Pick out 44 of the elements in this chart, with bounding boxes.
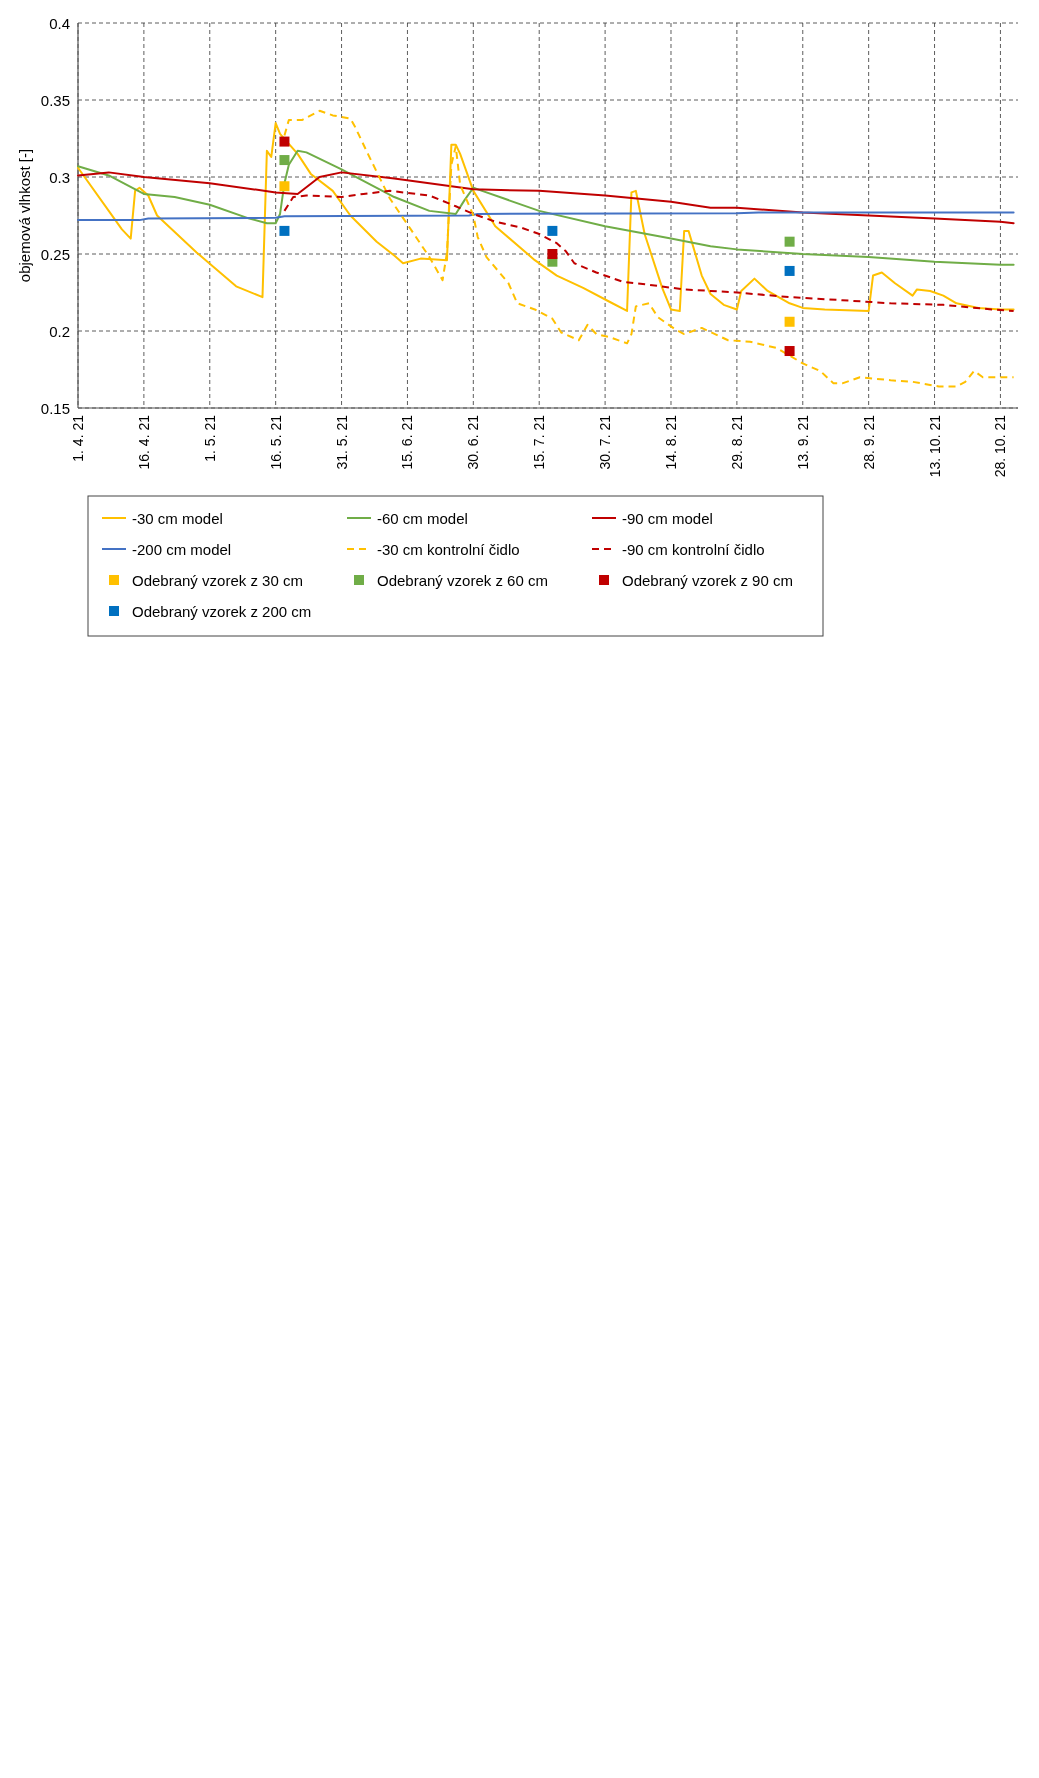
x-tick-label: 29. 8. 21 xyxy=(728,414,745,470)
x-tick-label: 1. 4. 21 xyxy=(70,414,86,462)
x-tick-label: 1. 5. 21 xyxy=(201,414,218,462)
y-axis-title: objemová vlhkost [-] xyxy=(15,148,33,283)
point xyxy=(279,181,290,192)
point xyxy=(784,346,795,357)
y-tick-label: 0.3 xyxy=(49,168,70,186)
legend-label: -90 cm model xyxy=(622,509,713,527)
line-series xyxy=(77,211,1015,222)
x-tick-label: 14. 8. 21 xyxy=(662,414,679,470)
point xyxy=(784,316,795,327)
x-tick-label: 15. 7. 21 xyxy=(531,414,548,470)
x-tick-label: 30. 7. 21 xyxy=(597,414,614,470)
point xyxy=(279,155,290,166)
legend-label: -200 cm model xyxy=(132,540,232,558)
x-tick-label: 16. 5. 21 xyxy=(267,414,284,470)
x-tick-label: 15. 6. 21 xyxy=(399,414,416,470)
y-tick-label: 0.35 xyxy=(40,91,70,109)
point xyxy=(547,225,558,236)
point xyxy=(279,225,290,236)
legend-label: Odebraný vzorek z 200 cm xyxy=(132,602,312,620)
x-tick-label: 28. 10. 21 xyxy=(992,414,1009,478)
point xyxy=(547,249,558,259)
point xyxy=(784,265,795,276)
x-tick-label: 31. 5. 21 xyxy=(333,414,350,470)
y-tick-label: 0.25 xyxy=(40,245,70,263)
legend-label: Odebraný vzorek z 30 cm xyxy=(132,571,303,589)
y-tick-label: 0.2 xyxy=(49,322,70,340)
y-tick-label: 0.4 xyxy=(49,14,70,32)
line-series xyxy=(77,149,1015,266)
legend-label: -60 cm model xyxy=(377,509,468,527)
legend-label: -30 cm model xyxy=(132,509,223,527)
point xyxy=(784,236,795,247)
x-tick-label: 13. 10. 21 xyxy=(926,414,943,478)
y-tick-label: 0.15 xyxy=(40,399,70,417)
x-tick-label: 16. 4. 21 xyxy=(135,414,152,470)
x-tick-label: 28. 9. 21 xyxy=(860,414,877,470)
legend-label: -30 cm kontrolní čidlo xyxy=(377,540,520,558)
legend-label: Odebraný vzorek z 60 cm xyxy=(377,571,548,589)
x-tick-label: 30. 6. 21 xyxy=(465,414,482,470)
point xyxy=(279,136,290,147)
legend-label: Odebraný vzorek z 90 cm xyxy=(622,571,793,589)
legend-label: -90 cm kontrolní čidlo xyxy=(622,540,765,558)
x-tick-label: 13. 9. 21 xyxy=(794,414,811,470)
